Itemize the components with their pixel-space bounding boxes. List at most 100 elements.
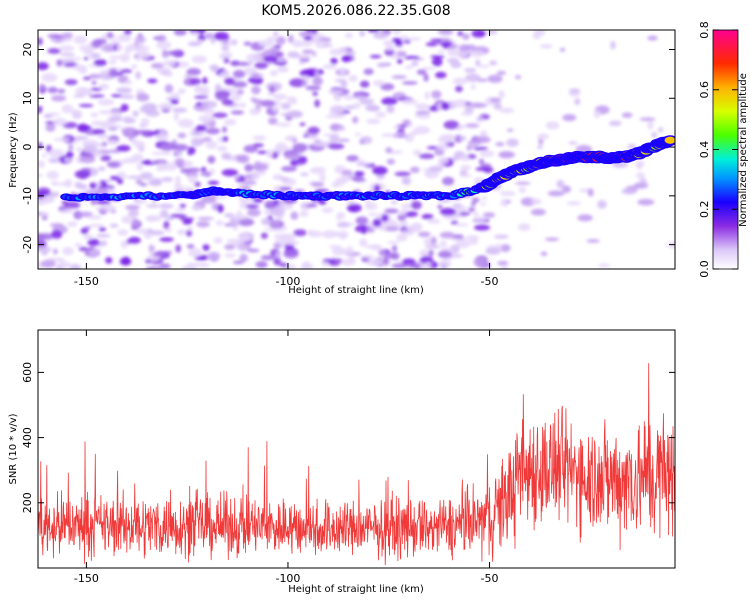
spectrogram-blob [229,220,237,226]
spectrogram-blob [471,102,487,108]
spectrogram-blob [202,244,210,251]
spectrogram-blob [411,222,423,232]
spectrogram-blob [190,205,202,209]
spectrogram-blob [223,119,237,126]
spectrogram-blob [83,56,89,61]
spectrogram-blob [437,135,453,144]
spectrogram-blob [41,73,58,82]
spectrogram-blob [391,200,398,205]
spectrogram-blob [459,205,468,214]
spectrogram-blob [469,238,478,245]
spectrogram-blob [280,102,291,110]
spectrogram-blob [321,207,334,214]
spectrogram-blob [130,64,138,69]
spectrogram-blob [431,57,443,67]
spectrogram-blob [51,95,67,102]
spectrogram-blob [292,143,308,153]
spectrogram-blob [97,143,105,148]
spectrogram-blob [128,43,137,52]
spectrogram-blob [309,166,326,175]
spectrogram-blob [170,98,179,105]
spectrogram-blob [203,137,212,142]
spectrogram-blob [107,31,114,39]
spectrogram-blob [418,153,435,159]
spectrogram-blob [223,57,230,64]
spectrogram-blob [562,114,577,122]
spectrogram-blob [430,236,437,245]
spectrogram-blob [255,261,268,269]
spectrogram-blob [156,34,167,43]
spectrogram-blob [251,79,263,85]
spectrogram-blob [232,70,246,79]
spectrogram-x-tick-label: -150 [74,275,99,288]
spectrogram-blob [156,40,172,50]
spectrogram-blob [364,244,380,249]
spectrogram-blob [403,55,420,60]
spectrogram-blob [479,130,488,139]
spectrogram-blob [177,88,187,94]
spectrogram-blob [396,233,408,242]
spectrogram-blob [381,133,394,137]
spectrogram-blob [159,263,171,269]
snr-y-ticks: 200 400 600 [21,362,675,513]
spectrogram-blob [110,210,117,214]
spectrogram-blob [556,179,565,189]
spectrogram-blob [545,121,560,130]
spectrogram-blob [402,258,416,265]
spectrogram-blob [341,55,351,63]
spectrogram-blob [99,69,110,74]
spectrogram-blob [268,85,276,94]
spectrogram-blob [105,139,120,145]
spectrogram-blob [110,94,123,98]
spectrogram-blob [286,110,304,118]
spectrogram-blob [109,175,121,181]
spectrogram-blob [182,219,193,225]
spectrogram-blob [203,108,215,114]
spectrogram-blob [247,248,260,253]
spectrogram-blob [69,263,81,269]
spectrogram-blob [354,132,362,136]
spectrogram-blob [428,249,434,257]
spectrogram-blob [187,41,202,47]
spectrogram-blob [48,148,65,158]
spectrogram-blob [41,250,48,256]
spectrogram-blob [534,30,546,37]
spectrogram-blob [440,102,450,111]
colorbar-tick-label: 0.6 [698,81,711,99]
spectrogram-blob [328,244,342,249]
spectrogram-blob [283,249,299,259]
spectrogram-blob [135,71,142,80]
spectrogram-blob [569,88,581,93]
spectrogram-blob [207,180,220,186]
spectrogram-blob [290,211,299,220]
spectrogram-blob [392,30,402,35]
spectrogram-blob [336,138,351,142]
spectrogram-blob [343,94,355,101]
spectrogram-blob [188,175,198,184]
spectrogram-blob [188,248,202,258]
spectrogram-blob [101,207,114,211]
spectrogram-blob [223,212,235,218]
snr-x-ticks: -150 -100 -50 [74,330,499,585]
spectrogram-blob [209,168,215,175]
spectrogram-blob [157,67,172,75]
spectrogram-blob [480,202,486,206]
spectrogram-blob [330,57,338,65]
spectrogram-blob [448,254,464,258]
spectrogram-blob [253,163,269,172]
snr-x-tick-label: -50 [481,572,499,585]
spectrogram-blob [215,92,229,101]
spectrogram-blob [479,150,495,157]
spectrogram-blob [65,151,74,159]
spectrogram-blob [505,200,512,204]
spectrogram-blob [319,173,326,182]
spectrogram-blob [64,79,78,86]
spectrogram-blob [302,49,315,54]
spectrogram-blob [194,255,208,261]
spectrogram-blob [302,261,310,269]
spectrogram-blob [409,166,420,174]
spectrogram-blob [401,208,408,215]
spectrogram-blob [267,92,276,96]
spectrogram-blob [249,108,261,116]
snr-y-tick-label: 400 [21,427,34,448]
